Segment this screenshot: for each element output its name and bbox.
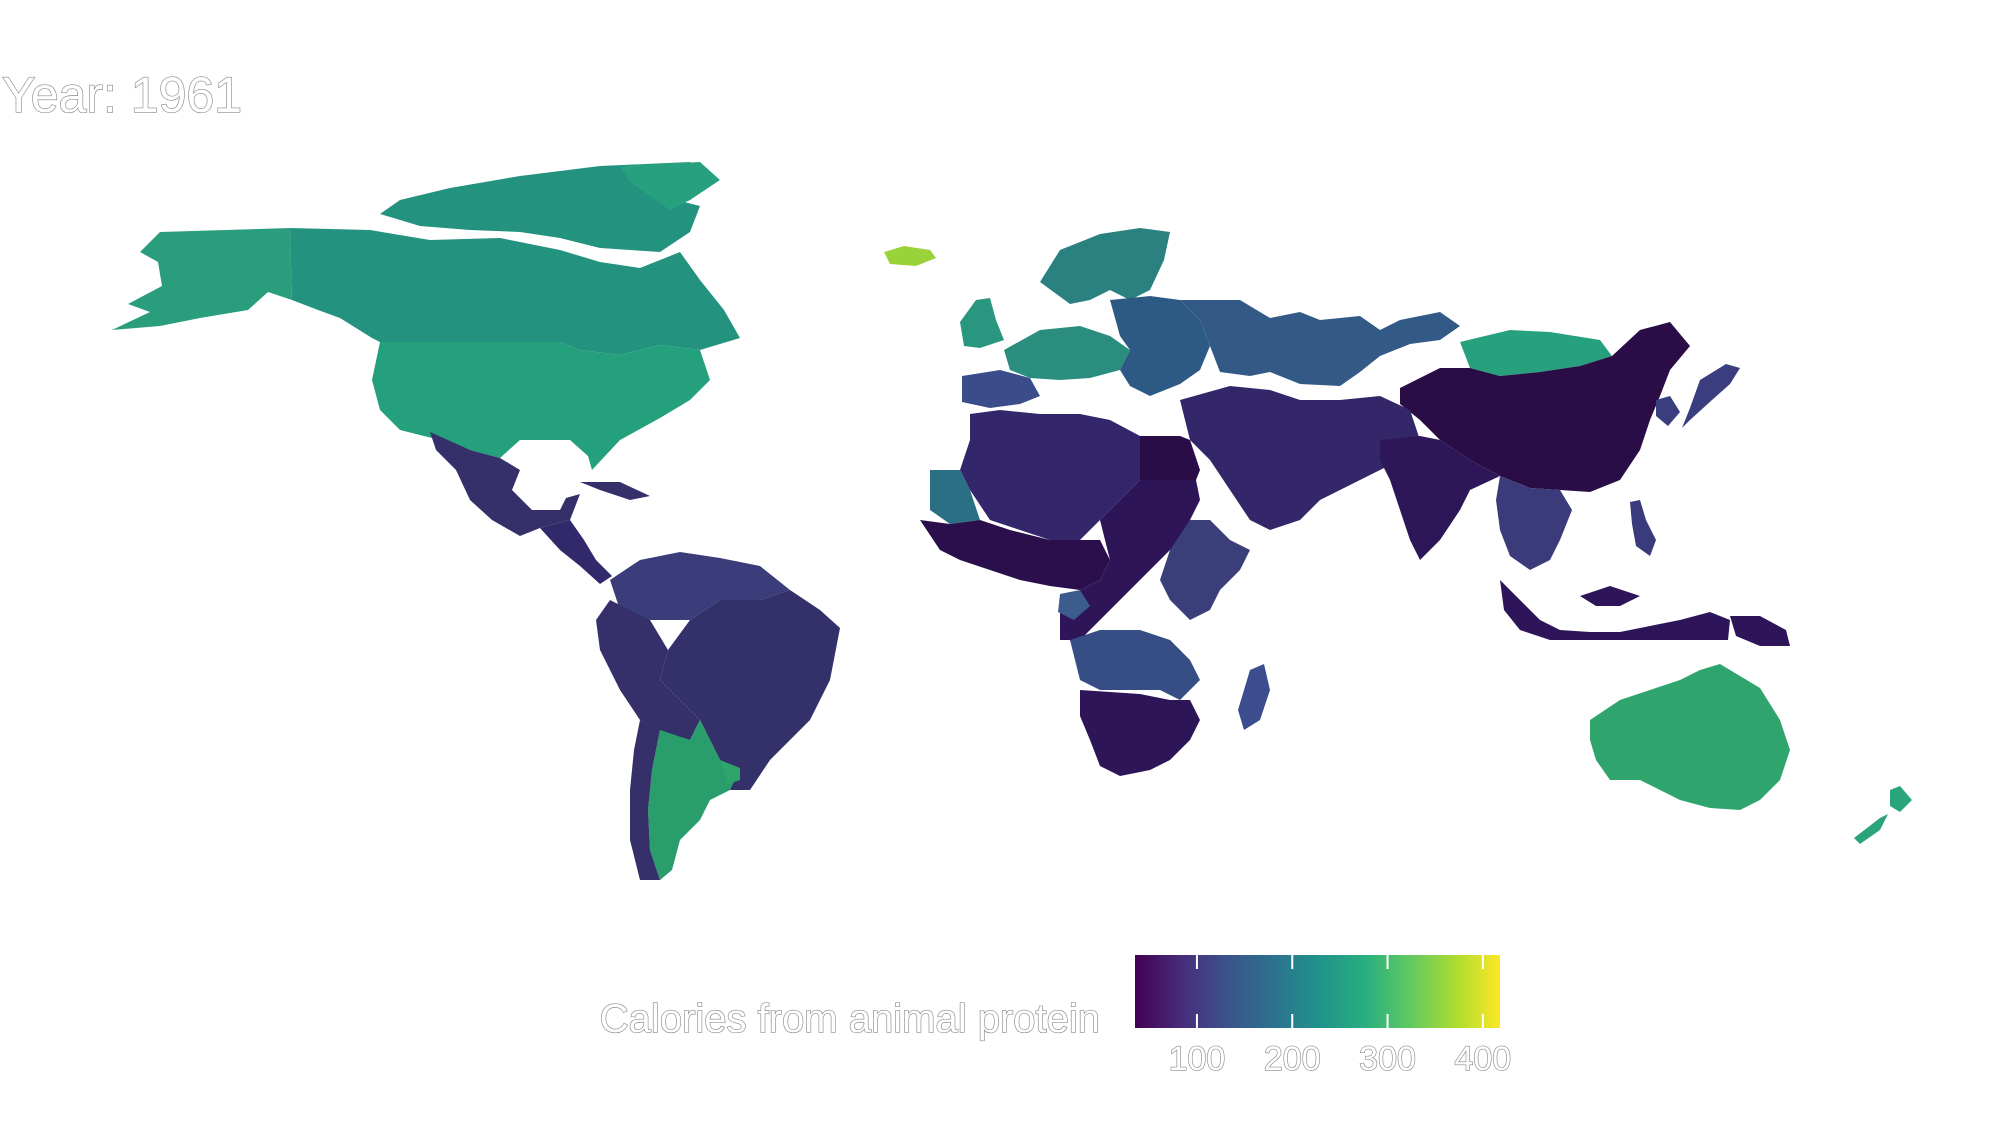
region-eastern-europe xyxy=(1110,296,1210,396)
region-australia xyxy=(1590,664,1790,810)
region-korea-japan xyxy=(1656,364,1740,428)
region-mexico xyxy=(430,432,580,536)
region-cuba xyxy=(580,482,650,500)
region-central-africa xyxy=(1060,480,1200,640)
region-united-states xyxy=(372,342,710,470)
legend-tick-label: 400 xyxy=(1454,1040,1511,1078)
country-shapes xyxy=(112,162,1912,880)
legend-tick-label: 200 xyxy=(1264,1040,1321,1078)
region-uruguay xyxy=(720,760,740,784)
region-iceland xyxy=(884,246,936,266)
region-egypt xyxy=(1140,436,1200,480)
legend-tick-label: 300 xyxy=(1359,1040,1416,1078)
region-philippines xyxy=(1630,500,1656,556)
region-indonesia xyxy=(1500,580,1730,640)
legend-colorbar xyxy=(1135,955,1500,1028)
region-east-africa xyxy=(1160,520,1250,620)
legend-tick-marks xyxy=(1195,955,1484,1028)
region-chile xyxy=(630,720,660,880)
region-central-america xyxy=(540,520,612,584)
region-canada xyxy=(290,228,740,355)
region-north-africa xyxy=(960,410,1140,540)
region-united-kingdom xyxy=(960,298,1004,348)
legend-tick-label: 100 xyxy=(1169,1040,1226,1078)
region-middle-east xyxy=(1180,386,1420,530)
region-western-europe xyxy=(1004,326,1130,380)
region-iberia xyxy=(962,370,1040,408)
region-angola-zambia xyxy=(1070,630,1200,700)
map-title: Year: 1961 xyxy=(2,67,242,123)
region-ussr xyxy=(1180,300,1460,386)
region-argentina xyxy=(648,720,740,880)
region-greenland xyxy=(620,162,720,210)
region-gabon xyxy=(1058,590,1090,620)
region-madagascar xyxy=(1238,664,1270,730)
region-canadian-arctic xyxy=(380,162,700,252)
region-new-zealand xyxy=(1854,786,1912,844)
region-west-africa xyxy=(920,520,1110,590)
region-colombia-venezuela xyxy=(610,552,790,620)
region-peru-bolivia xyxy=(596,600,700,740)
region-southeast-asia xyxy=(1496,476,1572,570)
region-mongolia xyxy=(1460,330,1612,376)
region-scandinavia xyxy=(1040,228,1170,304)
region-india xyxy=(1380,436,1500,560)
region-southern-africa xyxy=(1080,690,1200,776)
region-brazil xyxy=(660,590,840,790)
region-mauritania xyxy=(930,470,980,524)
legend-tick-labels: 100 200 300 400 xyxy=(1168,1039,1512,1078)
region-china xyxy=(1400,322,1690,492)
region-papua-new-guinea xyxy=(1730,616,1790,646)
legend-title: Calories from animal protein xyxy=(600,997,1100,1041)
region-alaska xyxy=(112,228,292,330)
color-legend: Calories from animal protein 100 200 300 40… xyxy=(599,955,1512,1079)
